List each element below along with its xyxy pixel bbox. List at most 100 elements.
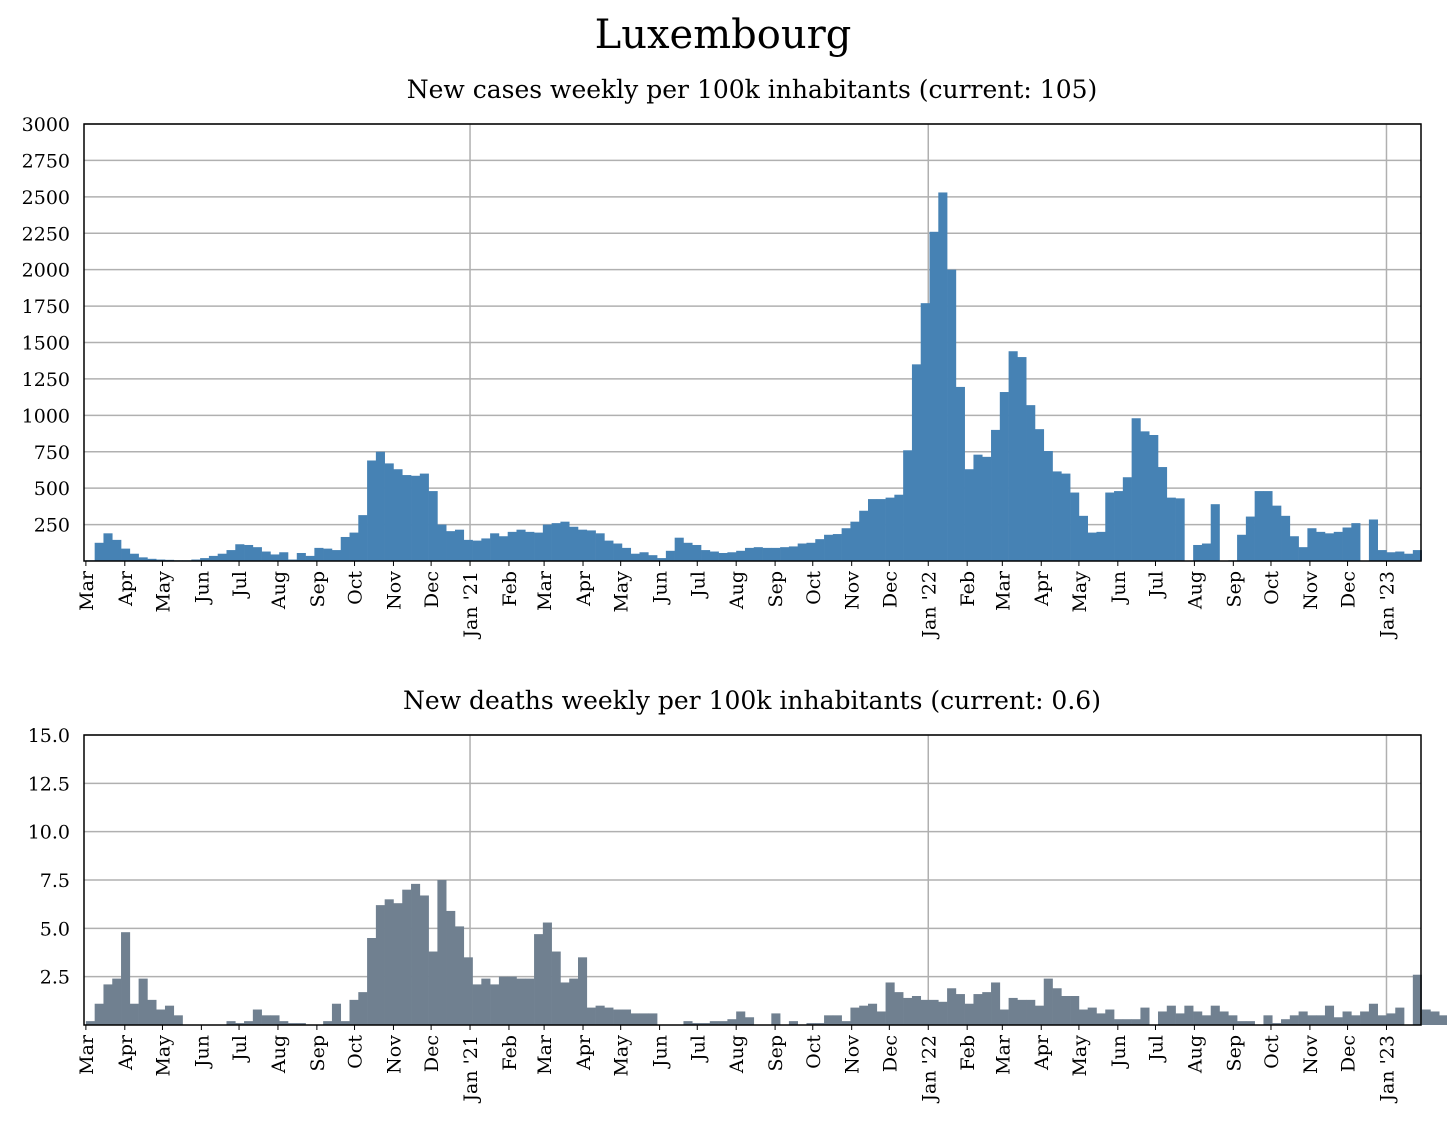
deaths-bar <box>244 1021 254 1025</box>
deaths-bar <box>1219 1011 1229 1025</box>
cases-x-tick-label: Jul <box>687 571 709 599</box>
deaths-bar <box>349 999 359 1025</box>
deaths-bar <box>1184 1005 1194 1025</box>
cases-bar <box>753 547 763 561</box>
deaths-bar <box>235 1023 245 1025</box>
deaths-bar <box>1386 1013 1396 1025</box>
deaths-bar <box>1140 1007 1150 1025</box>
cases-bar <box>419 473 429 561</box>
deaths-y-tick-label: 15.0 <box>28 725 70 747</box>
cases-x-tick-label: Aug <box>268 571 290 610</box>
deaths-bar <box>1122 1019 1132 1025</box>
cases-bar <box>1017 357 1027 561</box>
deaths-bar <box>147 999 157 1025</box>
cases-bar <box>911 364 922 561</box>
cases-bar <box>1351 523 1361 561</box>
cases-bar <box>375 451 385 561</box>
deaths-bar <box>1105 1009 1115 1025</box>
cases-bar <box>709 551 719 561</box>
cases-bar <box>1254 491 1264 561</box>
cases-y-tick-label: 2250 <box>22 223 70 245</box>
deaths-bar <box>490 984 500 1025</box>
deaths-bar <box>156 1009 166 1025</box>
cases-bar <box>1026 405 1036 561</box>
cases-bar <box>1281 515 1291 561</box>
cases-bar <box>657 558 667 561</box>
deaths-bar <box>630 1013 640 1025</box>
deaths-bar <box>323 1021 333 1025</box>
cases-bar <box>1070 492 1080 561</box>
deaths-bar <box>481 978 491 1025</box>
deaths-bar <box>1157 1011 1168 1025</box>
cases-bar <box>446 531 456 561</box>
cases-bar <box>982 456 992 561</box>
cases-bar <box>542 524 552 561</box>
deaths-bar <box>876 1011 886 1025</box>
cases-bar <box>718 552 728 561</box>
cases-bar <box>208 555 218 561</box>
cases-bar <box>112 539 122 561</box>
cases-bar <box>744 547 755 561</box>
deaths-bar <box>516 978 526 1025</box>
deaths-x-tick-label: Oct <box>345 1035 367 1069</box>
deaths-x-tick-label: Nov <box>1300 1035 1322 1074</box>
cases-y-tick-label: 250 <box>34 515 70 537</box>
cases-bar <box>1087 532 1097 561</box>
deaths-bar <box>1078 1009 1088 1025</box>
cases-x-tick-label: Feb <box>957 571 979 607</box>
cases-bar <box>1377 550 1387 561</box>
cases-bar <box>516 529 526 561</box>
deaths-bar <box>121 932 131 1025</box>
cases-bar <box>314 547 324 561</box>
cases-bar <box>999 392 1009 561</box>
cases-x-tick-label: Mar <box>534 570 556 611</box>
cases-x-tick-label: Dec <box>421 571 443 608</box>
deaths-bar <box>1351 1015 1361 1025</box>
cases-x-tick-label: Oct <box>1261 571 1283 605</box>
cases-bar <box>244 544 254 561</box>
deaths-bar <box>534 934 544 1025</box>
deaths-bar <box>569 978 579 1025</box>
cases-x-tick-label: Nov <box>1300 571 1322 610</box>
cases-bar <box>1368 519 1378 561</box>
cases-y-tick-label: 1500 <box>22 333 70 355</box>
cases-x-tick-label: Jul <box>1145 571 1167 599</box>
cases-bar <box>437 524 447 561</box>
cases-bar <box>1122 477 1132 561</box>
deaths-bar <box>1008 997 1018 1025</box>
cases-bar <box>674 537 684 561</box>
cases-bar <box>270 554 280 561</box>
cases-bar <box>938 192 948 561</box>
deaths-bar <box>1245 1021 1255 1025</box>
cases-bar <box>358 515 368 561</box>
deaths-bar <box>1421 1009 1431 1025</box>
cases-bar <box>955 386 965 561</box>
deaths-bar <box>621 1009 632 1025</box>
deaths-bar <box>648 1013 658 1025</box>
cases-bar <box>771 547 781 561</box>
cases-bar <box>411 475 421 561</box>
cases-bar <box>903 450 913 561</box>
deaths-bar <box>1131 1019 1141 1025</box>
cases-bar <box>929 231 939 562</box>
deaths-x-tick-label: Jun <box>191 1035 213 1069</box>
deaths-bar <box>771 1013 781 1025</box>
cases-x-tick-label: Oct <box>345 571 367 605</box>
cases-bar <box>1157 467 1168 561</box>
deaths-bar <box>1061 996 1071 1025</box>
cases-bar <box>1166 497 1176 561</box>
cases-bar <box>1096 531 1106 561</box>
deaths-bar <box>384 899 394 1025</box>
cases-x-tick-label: Aug <box>726 571 748 610</box>
deaths-bar <box>868 1003 878 1025</box>
cases-bar <box>621 547 632 561</box>
deaths-bar <box>1096 1013 1106 1025</box>
deaths-bar <box>94 1003 104 1025</box>
deaths-x-tick-label: Jul <box>229 1035 251 1063</box>
cases-x-tick-label: May <box>1069 571 1091 613</box>
cases-bar <box>534 532 544 561</box>
cases-bar <box>1245 516 1255 561</box>
cases-bar <box>964 469 974 561</box>
deaths-bar <box>472 984 482 1025</box>
cases-x-tick-label: Apr <box>115 570 137 607</box>
